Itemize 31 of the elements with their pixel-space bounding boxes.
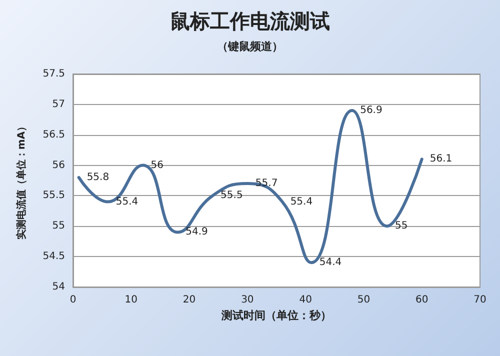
y-tick-label: 54 (52, 282, 65, 292)
y-tick-label: 55.5 (42, 190, 65, 202)
x-tick-label: 60 (415, 294, 428, 306)
data-label: 55 (394, 220, 408, 232)
x-axis-title: 测试时间（单位：秒） (220, 308, 332, 322)
chart-title: 鼠标工作电流测试 (170, 9, 330, 33)
data-label: 56.9 (360, 105, 382, 116)
x-tick-label: 70 (474, 294, 486, 306)
data-label: 54.9 (186, 226, 208, 238)
y-axis-title: 实测电流值（单位：mA） (16, 121, 28, 240)
y-tick-label: 56 (52, 160, 65, 171)
x-tick-label: 20 (182, 294, 196, 306)
data-label: 55.7 (255, 178, 278, 190)
data-label: 55.4 (290, 196, 313, 208)
data-label: 55.5 (220, 190, 243, 202)
data-label: 56.1 (430, 154, 452, 165)
y-tick-label: 55 (52, 220, 65, 232)
data-label: 54.4 (319, 257, 342, 268)
x-tick-label: 10 (124, 294, 138, 306)
y-tick-label: 56.5 (42, 129, 65, 140)
x-tick-label: 30 (241, 294, 254, 306)
x-tick-label: 0 (70, 294, 76, 306)
chart-subtitle: （键鼠频道） (217, 40, 283, 53)
x-tick-label: 50 (357, 294, 370, 306)
x-tick-label: 40 (299, 294, 312, 306)
y-tick-label: 54.5 (42, 251, 65, 262)
data-label: 55.8 (86, 172, 110, 183)
y-tick-label: 57 (52, 98, 65, 110)
data-label: 56 (150, 160, 164, 171)
data-label: 55.4 (116, 196, 138, 208)
y-tick-label: 57.5 (42, 68, 65, 80)
